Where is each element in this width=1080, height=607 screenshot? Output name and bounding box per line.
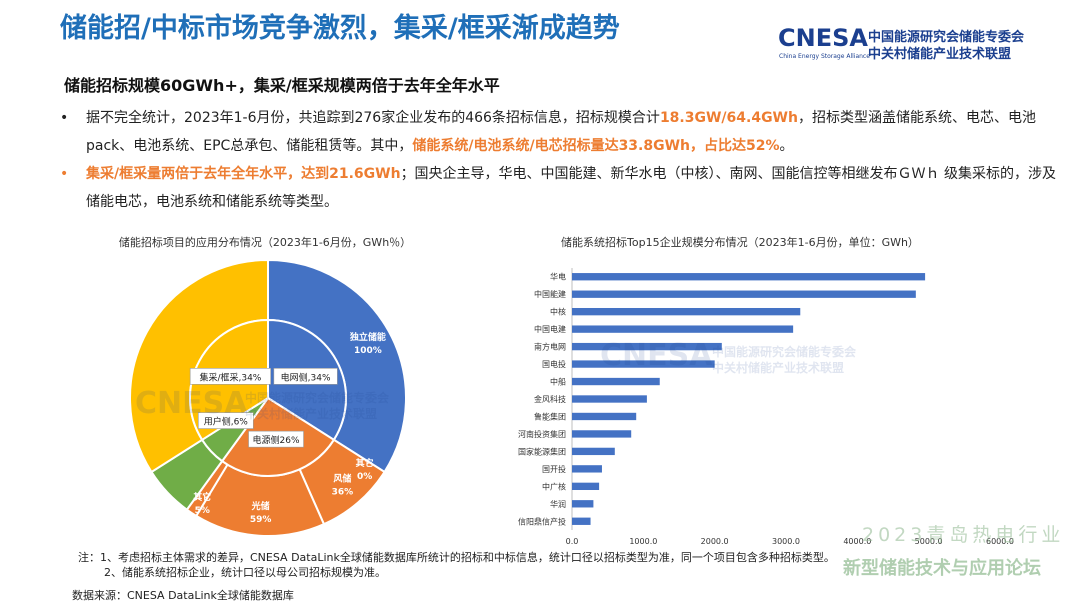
bar-chart: 储能系统招标Top15企业规模分布情况（2023年1-6月份，单位：GWh） 华… (480, 230, 1020, 550)
bullet-text: ，招标类型涵盖储能系统、电芯、电池pack、电池系统、EPC总承包、储能租赁等。… (86, 110, 1036, 154)
subtitle: 储能招标规模60GWh+，集采/框采规模两倍于去年全年水平 (64, 76, 500, 95)
bullet-text: ；国央企主导，华电、中国能建、新华水电（中核）、南网、国能信控等相继发布ＧＷｈ … (86, 166, 1057, 210)
bar (572, 377, 660, 386)
x-tick-label: 1000.0 (629, 537, 657, 546)
bullet-text: 。 (779, 138, 794, 154)
x-tick-label: 4000.0 (843, 537, 871, 546)
bar (572, 482, 600, 491)
pie-outer-label: 其它 (356, 457, 374, 469)
forum-title: 2023青岛热电行业 (862, 524, 1065, 546)
bullet-highlight: 集采/框采量两倍于去年全年水平，达到21.6GWh (86, 166, 401, 182)
note-line: 2、储能系统招标企业，统计口径以母公司招标规模为准。 (104, 566, 386, 579)
x-tick-label: 3000.0 (772, 537, 800, 546)
cnesa-logo: CNESA China Energy Storage Alliance 中国能源… (778, 22, 1058, 62)
bullet-item: • 集采/框采量两倍于去年全年水平，达到21.6GWh；国央企主导，华电、中国能… (60, 160, 1060, 216)
bar (572, 430, 632, 438)
pie-inner-label: 集采/框采,34% (199, 371, 261, 383)
x-tick-label: 6000.0 (986, 537, 1014, 546)
bar (572, 307, 801, 316)
bar-category-label: 河南投资集团 (518, 429, 566, 439)
bar-category-label: 金风科技 (534, 394, 566, 404)
bullet-text: 据不完全统计，2023年1-6月份，共追踪到276家企业发布的466条招标信息，… (86, 110, 660, 126)
bar-chart-svg: 华电中国能建中核中国电建南方电网国电投中船金风科技鲁能集团河南投资集团国家能源集… (518, 268, 1014, 546)
x-tick-label: 0.0 (566, 537, 579, 546)
bullet-marker: • (60, 166, 69, 182)
bar-category-label: 国电投 (542, 359, 566, 369)
pie-outer-label: 独立储能 (349, 331, 386, 343)
bar (572, 517, 591, 525)
bar (572, 395, 647, 403)
pie-outer-value: 59% (250, 515, 272, 525)
bar-category-label: 中广核 (542, 481, 566, 491)
bar-category-label: 国家能源集团 (518, 446, 566, 456)
pie-inner-label-box (189, 368, 271, 385)
pie-outer-label: 光储 (251, 500, 270, 512)
pie-inner-label-box (248, 430, 304, 448)
x-tick-label: 2000.0 (701, 537, 729, 546)
pie-chart-title: 储能招标项目的应用分布情况（2023年1-6月份，GWh％） (118, 236, 412, 249)
pie-inner-label: 用户侧,6% (204, 416, 249, 428)
pie-inner-label-box (273, 368, 338, 385)
bullet-item: • 据不完全统计，2023年1-6月份，共追踪到276家企业发布的466条招标信… (60, 104, 1060, 160)
pie-inner-label: 电网侧,34% (281, 371, 331, 383)
pie-chart: 储能招标项目的应用分布情况（2023年1-6月份，GWh％） 电网侧,34% 电源… (80, 230, 450, 550)
page-title: 储能招/中标市场竞争激烈，集采/框采渐成趋势 (60, 13, 620, 44)
logo-sub: China Energy Storage Alliance (779, 53, 870, 60)
bar-category-label: 中国电建 (534, 324, 566, 334)
bar-category-label: 国开投 (542, 464, 566, 474)
bar (572, 447, 615, 456)
bar-category-label: 华电 (550, 272, 566, 282)
bullet-highlight: 储能系统/电池系统/电芯招标量达33.8GWh，占比达52% (412, 138, 780, 154)
bar-category-label: 鲁能集团 (534, 411, 566, 421)
notes: 注：1、考虑招标主体需求的差异，CNESA DataLink全球储能数据库所统计… (78, 550, 978, 580)
data-source: 数据来源：CNESA DataLink全球储能数据库 (72, 589, 294, 602)
bar-category-label: 中国能建 (534, 289, 566, 299)
bar (572, 412, 637, 421)
bullet-marker: • (60, 110, 69, 126)
logo-mark: CNESA (778, 24, 868, 52)
pie-inner-label: 电源侧26% (253, 434, 300, 446)
logo-cn-line1: 中国能源研究会储能专委会 (868, 30, 1025, 45)
bar (572, 273, 926, 281)
bar-category-label: 华润 (550, 499, 566, 509)
bar (572, 342, 722, 351)
pie-outer-value: 36% (332, 487, 354, 497)
bar-category-label: 中船 (550, 377, 566, 387)
bar-category-label: 中核 (550, 307, 566, 317)
forum-subtitle: 新型储能技术与应用论坛 (843, 558, 1041, 579)
bar (572, 325, 794, 333)
pie-outer-value: 5% (195, 506, 210, 516)
pie-inner-label-box (197, 412, 254, 429)
bar-chart-title: 储能系统招标Top15企业规模分布情况（2023年1-6月份，单位：GWh） (561, 236, 919, 249)
pie-outer-value: 0% (357, 472, 372, 482)
note-line: 注：1、考虑招标主体需求的差异，CNESA DataLink全球储能数据库所统计… (78, 551, 835, 564)
bar-category-label: 南方电网 (534, 342, 566, 352)
bullet-list: • 据不完全统计，2023年1-6月份，共追踪到276家企业发布的466条招标信… (60, 104, 1060, 216)
pie-outer-value: 100% (354, 346, 382, 356)
pie-chart-svg: 电网侧,34% 电源侧26% 用户侧,6% 集采/框采,34% 独立储能 100% 其它 0%… (129, 258, 407, 537)
logo-cn-line2: 中关村储能产业技术联盟 (868, 47, 1012, 62)
bar (572, 290, 916, 298)
bar (572, 465, 602, 473)
pie-outer-label: 风储 (333, 472, 351, 484)
bar-category-label: 信阳鼎信产投 (518, 516, 566, 526)
pie-outer-label: 其它 (193, 491, 211, 503)
bullet-highlight: 18.3GW/64.4GWh (659, 110, 798, 126)
bar (572, 360, 715, 368)
x-tick-label: 5000.0 (915, 537, 943, 546)
bar (572, 500, 594, 508)
